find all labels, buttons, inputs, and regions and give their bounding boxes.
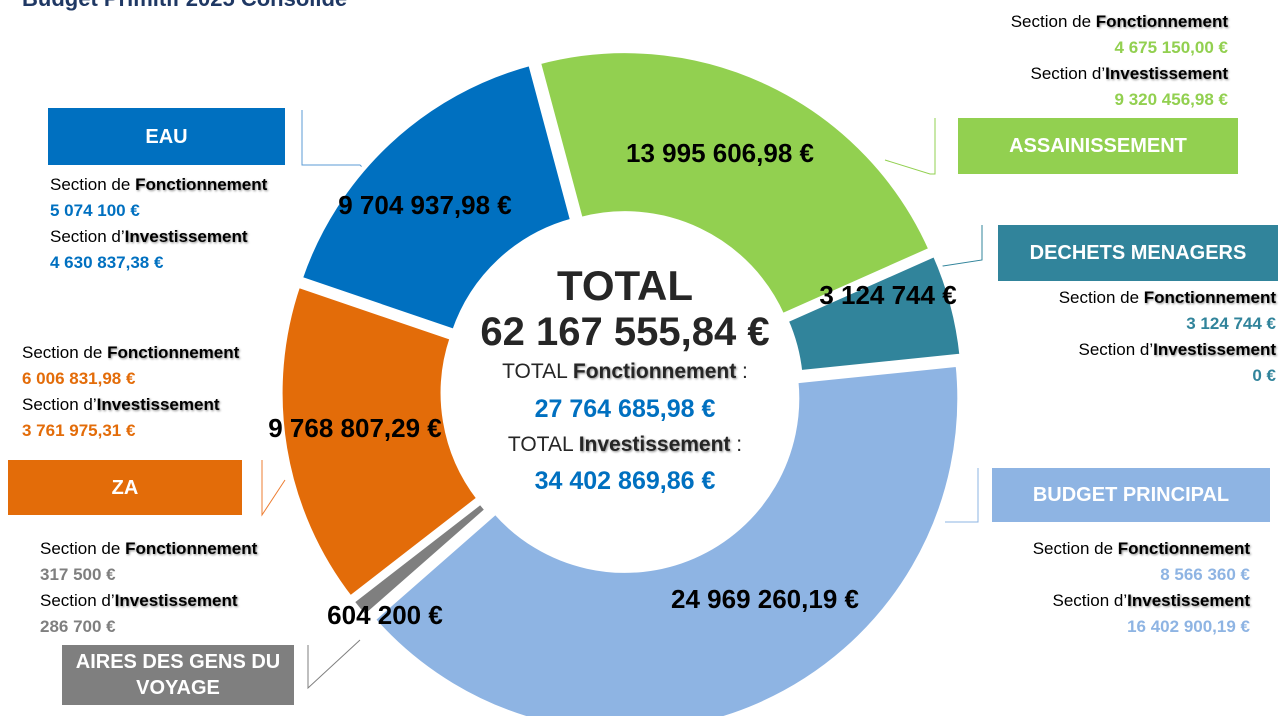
text: Section d’ [1078, 340, 1154, 359]
text: Fonctionnement [125, 539, 258, 558]
slice [535, 48, 935, 320]
leader-line [261, 460, 286, 517]
section-amount: 3 761 975,31 € [22, 421, 136, 440]
center-total: 62 167 555,84 € [480, 310, 770, 354]
section-amount: 5 074 100 € [50, 201, 140, 220]
section-amount: 3 124 744 € [1186, 314, 1276, 333]
slice-label: 9 768 807,29 € [268, 413, 442, 443]
center-fonct: TOTAL Fonctionnement : [425, 360, 825, 384]
section-amount: 317 500 € [40, 565, 116, 584]
text: Fonctionnement [572, 360, 737, 383]
category-box: BUDGET PRINCIPAL [992, 468, 1270, 522]
section-heading: Section d’Investissement [1011, 61, 1228, 87]
section-amount: 286 700 € [40, 617, 116, 636]
section-heading: Section d’Investissement [1033, 588, 1250, 614]
section-details: Section de Fonctionnement 3 124 744 € Sect… [1059, 285, 1276, 389]
text: Section de [40, 539, 126, 558]
text: Fonctionnement [135, 175, 268, 194]
section-heading: Section de Fonctionnement [1011, 9, 1228, 35]
section-amount: 16 402 900,19 € [1127, 617, 1250, 636]
text: Section d’ [1030, 64, 1106, 83]
section-amount: 6 006 831,98 € [22, 369, 136, 388]
center-title: TOTAL [556, 262, 694, 309]
section-amount: 4 675 150,00 € [1114, 38, 1228, 57]
section-amount: 4 630 837,38 € [50, 253, 164, 272]
text: Section de [22, 343, 108, 362]
slice-label: 3 124 744 € [819, 280, 956, 310]
text: Investissement [1105, 64, 1228, 83]
text: Investissement [114, 591, 238, 610]
text: TOTAL [507, 433, 579, 456]
slice [369, 361, 963, 716]
section-amount: 8 566 360 € [1160, 565, 1250, 584]
section-amount: 0 € [1252, 366, 1276, 385]
text: TOTAL [502, 360, 573, 383]
slice-label: 604 200 € [327, 600, 443, 630]
section-details: Section de Fonctionnement 8 566 360 € Sect… [1033, 536, 1250, 640]
page-title: Budget Primitif 2025 Consolidé [22, 0, 347, 12]
category-box: ASSAINISSEMENT [958, 118, 1238, 174]
section-details: Section de Fonctionnement 6 006 831,98 € S… [22, 340, 239, 444]
text: Section d’ [50, 227, 125, 246]
slice-label: 9 704 937,98 € [338, 190, 512, 220]
leader-line [301, 110, 366, 171]
text: Fonctionnement [107, 343, 240, 362]
section-heading: Section de Fonctionnement [40, 536, 257, 562]
text: Section de [50, 175, 136, 194]
text: : [736, 360, 748, 383]
leader-line [945, 468, 979, 523]
text: Section de [1058, 288, 1144, 307]
text: Section d’ [22, 395, 97, 414]
section-details: Section de Fonctionnement 5 074 100 € Sect… [50, 172, 267, 276]
text: Fonctionnement [1117, 539, 1250, 558]
text: Fonctionnement [1095, 12, 1228, 31]
leader-line [307, 639, 361, 690]
leader-line [929, 225, 983, 269]
text: Section de [1010, 12, 1096, 31]
section-heading: Section de Fonctionnement [50, 172, 267, 198]
section-heading: Section de Fonctionnement [1059, 285, 1276, 311]
text: Investissement [578, 433, 731, 456]
section-heading: Section de Fonctionnement [1033, 536, 1250, 562]
section-amount: 9 320 456,98 € [1114, 90, 1228, 109]
section-details: Section de Fonctionnement 317 500 € Sectio… [40, 536, 257, 640]
leader-line [884, 118, 936, 175]
slice [348, 498, 491, 621]
center-invest: TOTAL Investissement : [425, 433, 825, 457]
text: Investissement [1153, 340, 1276, 359]
text: Fonctionnement [1143, 288, 1276, 307]
category-box: DECHETS MENAGERS [998, 225, 1278, 281]
text: Section d’ [40, 591, 115, 610]
slice [277, 282, 483, 602]
text: Section d’ [1052, 591, 1128, 610]
center-invest-total: 34 402 869,86 € [534, 467, 716, 495]
section-heading: Section de Fonctionnement [22, 340, 239, 366]
center-fonct-total: 27 764 685,98 € [534, 395, 716, 423]
section-heading: Section d’Investissement [50, 224, 267, 250]
section-heading: Section d’Investissement [1059, 337, 1276, 363]
text: Section de [1032, 539, 1118, 558]
slice-label: 13 995 606,98 € [626, 138, 814, 168]
category-box: ZA [8, 460, 242, 515]
text: Investissement [124, 227, 248, 246]
slice [296, 60, 576, 335]
category-box: EAU [48, 108, 285, 165]
slice-label: 24 969 260,19 € [671, 584, 859, 614]
text: Investissement [1127, 591, 1250, 610]
section-details: Section de Fonctionnement 4 675 150,00 € S… [1011, 9, 1228, 113]
section-heading: Section d’Investissement [22, 392, 239, 418]
slice [782, 250, 965, 376]
text: : [730, 433, 743, 456]
text: Investissement [96, 395, 220, 414]
category-box: AIRES DES GENS DU VOYAGE [62, 645, 294, 705]
section-heading: Section d’Investissement [40, 588, 257, 614]
